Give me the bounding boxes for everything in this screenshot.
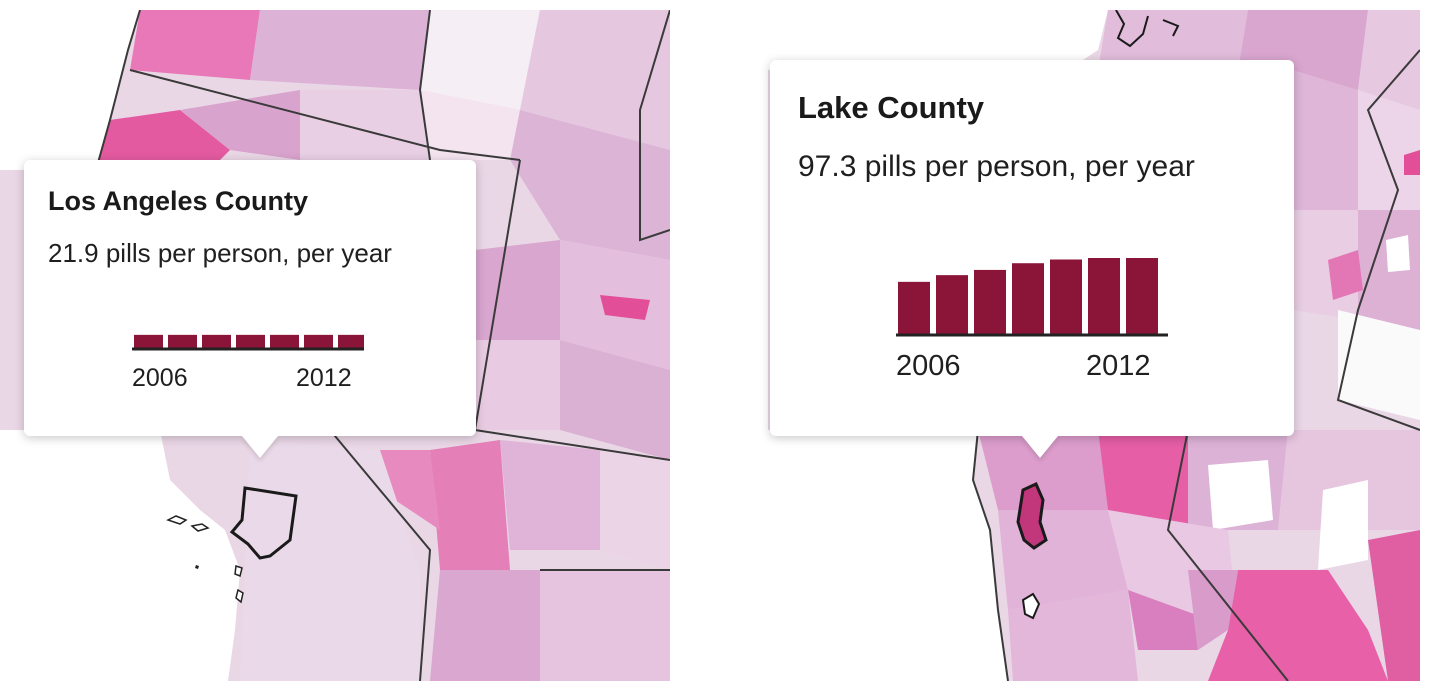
bar-2010 (1050, 259, 1082, 334)
county-region (420, 90, 520, 160)
year-end-label: 2012 (1086, 350, 1151, 382)
bar-2011 (304, 334, 333, 348)
county-region (1208, 460, 1273, 530)
county-region (300, 90, 430, 160)
county-region (1328, 250, 1363, 300)
county-region (1404, 150, 1420, 175)
year-end-label: 2012 (296, 364, 352, 392)
bar-2012 (1126, 258, 1158, 334)
bar-2011 (1088, 258, 1120, 334)
county-region (560, 340, 670, 460)
county-region (1368, 530, 1420, 681)
county-region (1358, 90, 1420, 210)
county-region (500, 440, 600, 550)
county-region (1358, 10, 1420, 110)
county-region (130, 10, 260, 80)
year-start-label: 2006 (132, 364, 188, 392)
bar-2006 (134, 334, 163, 348)
highlighted-county-lake (1016, 481, 1048, 550)
county-region (520, 10, 670, 150)
county-region (540, 570, 670, 681)
county-region (420, 10, 540, 110)
county-region (475, 240, 560, 340)
tooltip-stat: 21.9 pills per person, per year (48, 238, 392, 268)
sparkline-bar-chart (896, 258, 1168, 337)
county-region (1098, 10, 1248, 70)
coast-detail (1115, 10, 1149, 48)
bar-2008 (202, 334, 231, 348)
year-start-label: 2006 (896, 350, 961, 382)
sparkline-bar-chart (132, 334, 364, 351)
county-region (430, 570, 540, 681)
island (166, 515, 188, 525)
west-coast-map[interactable] (0, 10, 670, 681)
bar-2010 (270, 334, 299, 348)
bar-2007 (936, 275, 968, 334)
bar-2009 (1012, 263, 1044, 334)
bar-2007 (168, 334, 197, 348)
northern-california-map[interactable] (768, 10, 1420, 681)
coast-detail (1162, 19, 1180, 37)
county-region (1386, 235, 1410, 272)
tooltip-stat: 97.3 pills per person, per year (798, 150, 1195, 183)
county-region (510, 110, 670, 260)
bar-2006 (898, 281, 930, 334)
ocean-area (0, 10, 140, 170)
state-border (1166, 429, 1289, 681)
ocean-area-south (768, 430, 1008, 681)
tooltip-title: Los Angeles County (48, 186, 309, 216)
county-region (600, 450, 670, 570)
county-region (180, 90, 300, 160)
ocean-area-south (0, 430, 240, 681)
tooltip-title: Lake County (798, 90, 985, 125)
county-region (1293, 70, 1358, 210)
tooltip-pointer (1022, 436, 1058, 458)
ocean-area (768, 10, 1108, 70)
state-border (129, 69, 521, 161)
county-region (1338, 310, 1420, 420)
bar-2008 (974, 269, 1006, 334)
island (195, 565, 199, 569)
county-tooltip-lake: Lake County 97.3 pills per person, per y… (770, 60, 1294, 458)
state-border (971, 429, 1009, 681)
state-border (418, 10, 431, 161)
state-border (1336, 49, 1420, 431)
state-border (639, 10, 670, 242)
county-region (370, 450, 440, 530)
state-border (329, 429, 432, 681)
county-tooltip-los-angeles: Los Angeles County 21.9 pills per person… (24, 160, 476, 458)
county-region (1008, 590, 1138, 681)
state-border (95, 10, 141, 171)
county-region (1278, 430, 1420, 530)
county-region (978, 430, 1108, 510)
highlighted-county-los-angeles (229, 486, 298, 560)
county-region (1208, 570, 1388, 681)
tooltip-pointer (242, 436, 278, 458)
county-region (250, 10, 430, 90)
county-region (475, 340, 560, 430)
island (190, 523, 210, 532)
island (235, 588, 244, 604)
county-region (600, 295, 650, 320)
bar-2012 (338, 334, 364, 348)
island (234, 564, 243, 578)
west-coast-map-panel[interactable] (0, 10, 670, 681)
bay-detail (1021, 592, 1041, 620)
county-region (1318, 480, 1368, 570)
bar-2009 (236, 334, 265, 348)
county-region (1188, 570, 1238, 650)
county-region (430, 440, 510, 570)
